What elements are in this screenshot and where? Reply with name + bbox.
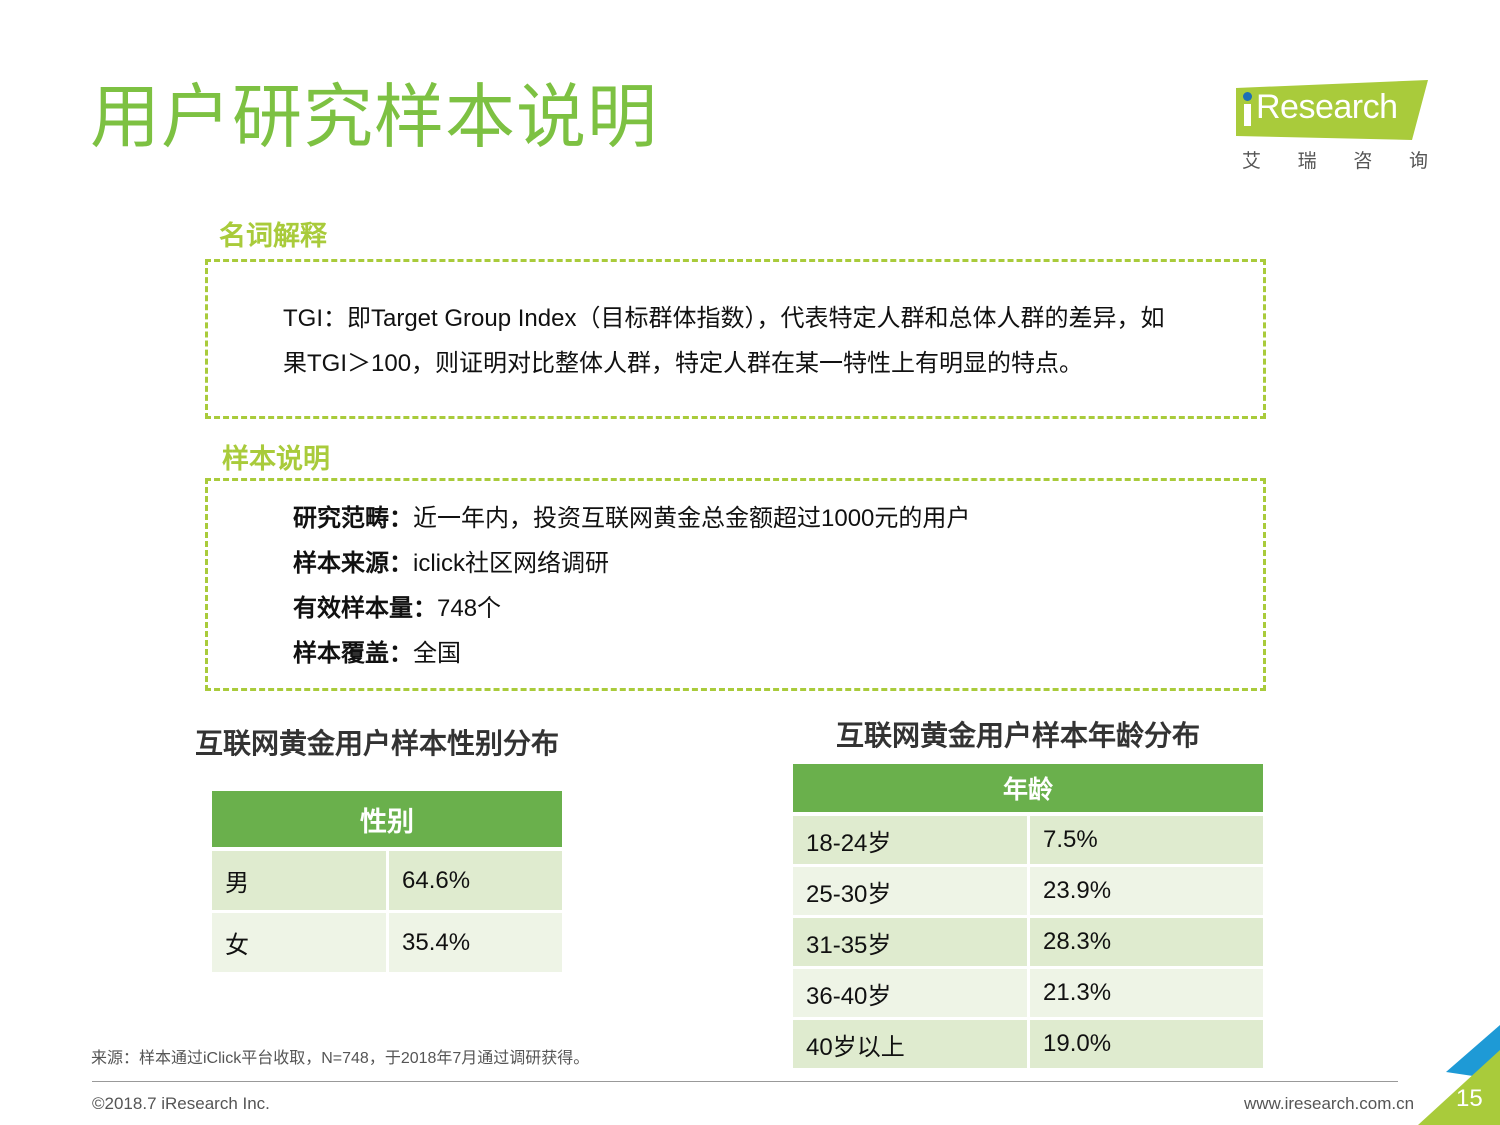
logo-char: 咨 bbox=[1353, 151, 1373, 172]
logo-green-banner bbox=[1236, 80, 1428, 140]
table-row: 男 64.6% bbox=[212, 851, 562, 913]
age-label-cell: 25-30岁 bbox=[793, 867, 1030, 918]
age-label-cell: 36-40岁 bbox=[793, 969, 1030, 1020]
table-row: 25-30岁 23.9% bbox=[793, 867, 1263, 918]
table-row: 31-35岁 28.3% bbox=[793, 918, 1263, 969]
corner-decoration bbox=[1418, 1025, 1500, 1125]
age-table-header: 年龄 bbox=[793, 764, 1263, 816]
table-row: 女 35.4% bbox=[212, 913, 562, 975]
glossary-text: TGI：即Target Group Index（目标群体指数），代表特定人群和总… bbox=[283, 305, 1165, 377]
logo-wordmark: Research bbox=[1256, 88, 1398, 126]
sample-item: 样本来源：iclick社区网络调研 bbox=[293, 541, 970, 586]
glossary-box bbox=[205, 259, 1266, 419]
glossary-label: 名词解释 bbox=[219, 221, 327, 251]
iresearch-logo: Research 艾 瑞 咨 询 bbox=[1236, 78, 1428, 173]
sample-item-value: 748个 bbox=[437, 595, 502, 622]
age-value-cell: 19.0% bbox=[1030, 1020, 1263, 1071]
logo-i-stem bbox=[1244, 104, 1251, 126]
gender-table: 性别 男 64.6% 女 35.4% bbox=[212, 791, 562, 975]
sample-item-key: 有效样本量： bbox=[293, 595, 437, 622]
gender-value-cell: 35.4% bbox=[389, 913, 562, 975]
logo-chinese-name: 艾 瑞 咨 询 bbox=[1242, 146, 1428, 173]
age-value-cell: 21.3% bbox=[1030, 969, 1263, 1020]
logo-char: 艾 bbox=[1242, 151, 1262, 172]
age-table-title: 互联网黄金用户样本年龄分布 bbox=[836, 720, 1201, 751]
table-row: 18-24岁 7.5% bbox=[793, 816, 1263, 867]
copyright: ©2018.7 iResearch Inc. bbox=[92, 1094, 270, 1113]
sample-item-key: 研究范畴： bbox=[293, 505, 413, 532]
sample-item: 样本覆盖：全国 bbox=[293, 631, 970, 676]
table-row: 36-40岁 21.3% bbox=[793, 969, 1263, 1020]
gender-label-cell: 男 bbox=[212, 851, 389, 913]
sample-box bbox=[205, 478, 1266, 691]
sample-label: 样本说明 bbox=[222, 444, 330, 474]
gender-value-cell: 64.6% bbox=[389, 851, 562, 913]
gender-label-cell: 女 bbox=[212, 913, 389, 975]
gender-table-title: 互联网黄金用户样本性别分布 bbox=[195, 728, 560, 759]
sample-item-value: 近一年内，投资互联网黄金总金额超过1000元的用户 bbox=[413, 505, 971, 532]
age-label-cell: 31-35岁 bbox=[793, 918, 1030, 969]
age-value-cell: 7.5% bbox=[1030, 816, 1263, 867]
sample-list: 研究范畴：近一年内，投资互联网黄金总金额超过1000元的用户 样本来源：icli… bbox=[293, 496, 970, 676]
page-title: 用户研究样本说明 bbox=[90, 78, 658, 156]
page-number: 15 bbox=[1456, 1085, 1483, 1112]
age-table: 年龄 18-24岁 7.5% 25-30岁 23.9% 31-35岁 28.3%… bbox=[793, 764, 1263, 1071]
website-link[interactable]: www.iresearch.com.cn bbox=[1244, 1094, 1415, 1113]
age-label-cell: 40岁以上 bbox=[793, 1020, 1030, 1071]
gender-table-header: 性别 bbox=[212, 791, 562, 851]
sample-item: 有效样本量：748个 bbox=[293, 586, 970, 631]
logo-char: 询 bbox=[1408, 151, 1428, 172]
sample-item-value: iclick社区网络调研 bbox=[413, 550, 609, 577]
sample-item-value: 全国 bbox=[413, 640, 461, 667]
age-value-cell: 28.3% bbox=[1030, 918, 1263, 969]
sample-item-key: 样本来源： bbox=[293, 550, 413, 577]
age-value-cell: 23.9% bbox=[1030, 867, 1263, 918]
logo-dot bbox=[1243, 92, 1252, 101]
footer-divider bbox=[92, 1081, 1398, 1082]
sample-item-key: 样本覆盖： bbox=[293, 640, 413, 667]
logo-char: 瑞 bbox=[1297, 151, 1317, 172]
table-row: 40岁以上 19.0% bbox=[793, 1020, 1263, 1071]
source-note: 来源：样本通过iClick平台收取，N=748，于2018年7月通过调研获得。 bbox=[91, 1050, 590, 1067]
age-label-cell: 18-24岁 bbox=[793, 816, 1030, 867]
sample-item: 研究范畴：近一年内，投资互联网黄金总金额超过1000元的用户 bbox=[293, 496, 970, 541]
